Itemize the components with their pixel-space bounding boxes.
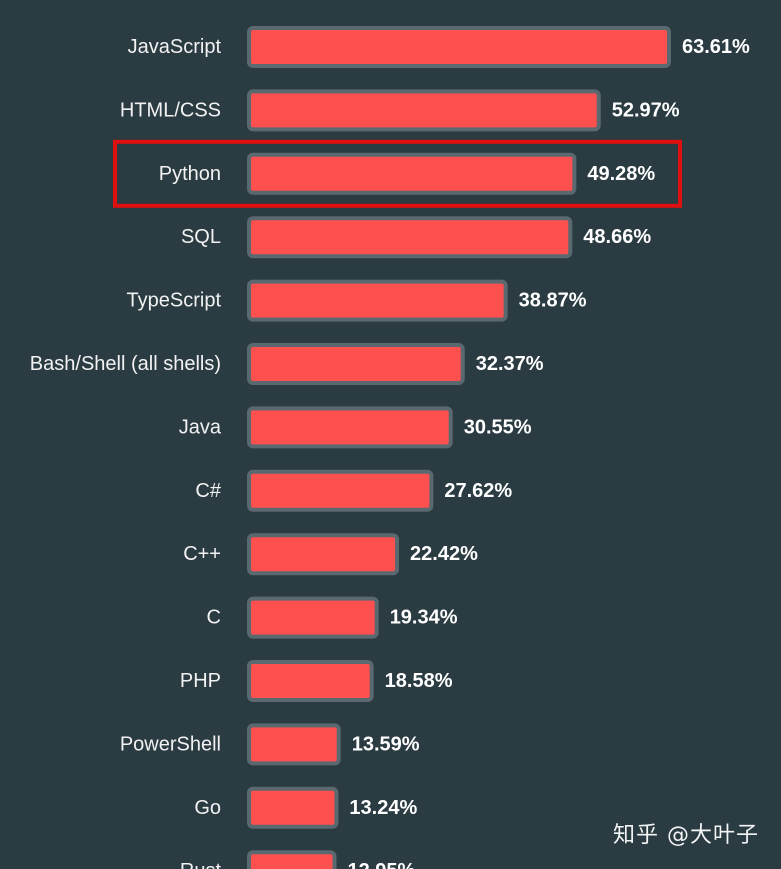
python-highlight-box (113, 139, 682, 208)
bar-java (247, 406, 453, 449)
category-label-sql: SQL (181, 226, 221, 248)
watermark: 知乎 @大叶子 (613, 823, 759, 848)
labels-layer: JavaScript 63.61% HTML/CSS 52.97% Python 49.2… (30, 36, 750, 869)
value-label-python: 49.28% (587, 163, 655, 185)
bar-html-css (247, 89, 601, 132)
value-label-javascript: 63.61% (682, 36, 750, 58)
bar-javascript (247, 26, 671, 68)
category-label-rust: Rust (180, 860, 222, 869)
category-label-bash-shell-all-shells: Bash/Shell (all shells) (30, 353, 221, 375)
value-label-php: 18.58% (385, 670, 453, 692)
bar-c (247, 533, 400, 576)
bar-powershell (247, 723, 341, 766)
category-label-c: C (207, 607, 221, 629)
category-label-c: C# (195, 480, 221, 502)
bar-rust (247, 850, 337, 869)
bar-sql (247, 216, 573, 259)
bar-python (247, 152, 577, 195)
category-label-c: C++ (183, 543, 221, 565)
category-label-typescript: TypeScript (127, 290, 222, 312)
bar-c (247, 469, 434, 512)
value-label-html-css: 52.97% (612, 99, 680, 121)
bar-bash-shell-all-shells (247, 343, 465, 385)
category-label-javascript: JavaScript (128, 36, 222, 58)
category-label-java: Java (179, 416, 222, 438)
bars-layer (247, 26, 671, 869)
category-label-go: Go (194, 797, 221, 819)
value-label-java: 30.55% (464, 416, 532, 438)
value-label-powershell: 13.59% (352, 733, 420, 755)
category-label-html-css: HTML/CSS (120, 99, 221, 121)
value-label-c: 19.34% (390, 607, 458, 629)
value-label-sql: 48.66% (583, 226, 651, 248)
bar-c (247, 596, 379, 639)
bar-typescript (247, 279, 508, 322)
value-label-bash-shell-all-shells: 32.37% (476, 353, 544, 375)
value-label-go: 13.24% (349, 797, 417, 819)
value-label-typescript: 38.87% (519, 290, 587, 312)
category-label-powershell: PowerShell (120, 733, 221, 755)
bar-php (247, 660, 374, 702)
category-label-php: PHP (180, 670, 221, 692)
value-label-c: 22.42% (410, 543, 478, 565)
value-label-c: 27.62% (444, 480, 512, 502)
category-label-python: Python (159, 163, 221, 185)
value-label-rust: 12.95% (348, 860, 416, 869)
bar-go (247, 786, 339, 829)
